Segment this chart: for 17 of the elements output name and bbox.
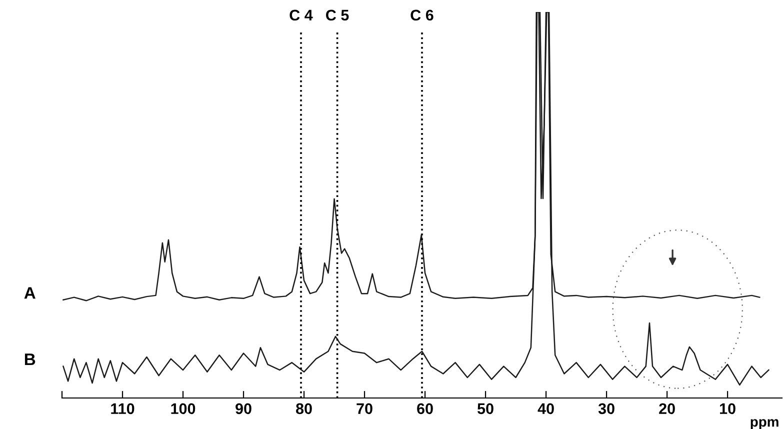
x-tick-label: 110 [111,403,134,414]
x-tick-label: 20 [659,403,675,414]
x-tick-label: 80 [296,403,312,414]
x-tick-label: 50 [478,403,494,414]
ref-line-label: C 6 [410,10,434,21]
x-tick-label: 10 [720,403,736,414]
series-label: B [24,354,36,366]
x-tick-label: 40 [538,403,554,414]
x-axis-title: ppm [750,419,778,429]
x-tick-label: 70 [356,403,372,414]
x-tick-label: 30 [598,403,614,414]
x-tick-label: 100 [171,403,196,414]
series-label: A [24,287,36,299]
ref-line-label: C 5 [326,10,349,21]
x-tick-label: 60 [417,403,433,414]
ref-line-label: C 4 [290,10,313,21]
x-tick-label: 90 [236,403,252,414]
